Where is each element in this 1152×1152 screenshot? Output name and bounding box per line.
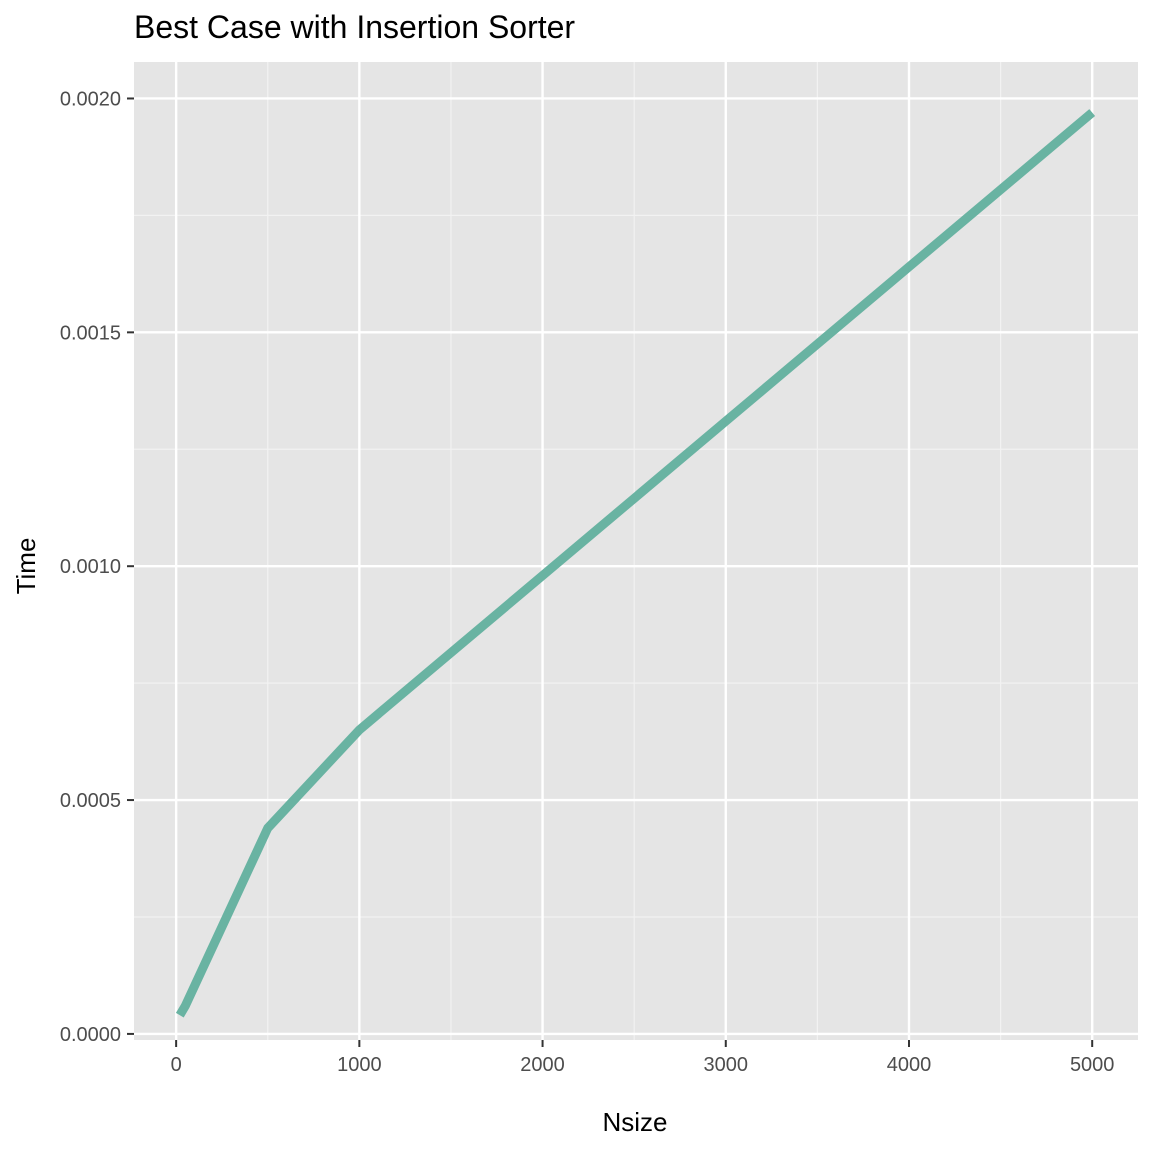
plot-panel xyxy=(134,62,1138,1040)
y-tick-label: 0.0005 xyxy=(60,790,121,812)
x-tick-label: 0 xyxy=(171,1054,182,1076)
y-tick-label: 0.0020 xyxy=(60,88,121,110)
y-axis-title: Time xyxy=(11,538,41,595)
x-tick-label: 1000 xyxy=(337,1054,382,1076)
x-tick-label: 3000 xyxy=(704,1054,749,1076)
y-tick-label: 0.0010 xyxy=(60,556,121,578)
series-layer xyxy=(175,109,1096,1018)
y-axis: 0.0000 0.0005 0.0010 0.0015 0.0020 xyxy=(60,88,134,1046)
x-tick-label: 5000 xyxy=(1070,1054,1115,1076)
chart-title: Best Case with Insertion Sorter xyxy=(134,9,575,45)
major-gridlines xyxy=(134,62,1138,1040)
y-tick-label: 0.0000 xyxy=(60,1024,121,1046)
series-line xyxy=(175,109,1096,1018)
y-tick-label: 0.0015 xyxy=(60,322,121,344)
x-axis-title: Nsize xyxy=(602,1107,667,1137)
x-tick-label: 4000 xyxy=(887,1054,932,1076)
x-tick-label: 2000 xyxy=(520,1054,565,1076)
x-axis: 0 1000 2000 3000 4000 5000 xyxy=(171,1040,1115,1076)
